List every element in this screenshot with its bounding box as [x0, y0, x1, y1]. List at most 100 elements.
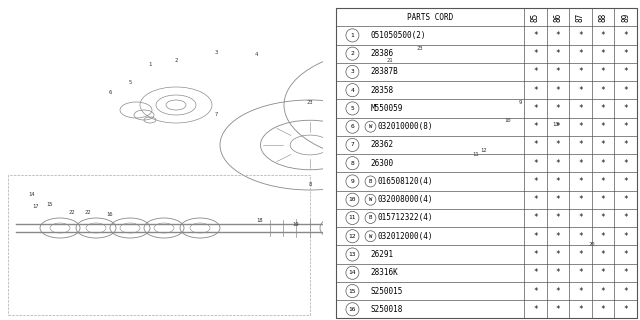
Text: 11: 11 — [349, 215, 356, 220]
Text: PARTS CORD: PARTS CORD — [407, 12, 453, 22]
Text: 17: 17 — [33, 204, 39, 210]
Polygon shape — [510, 140, 556, 172]
Text: *: * — [556, 195, 560, 204]
Text: 16: 16 — [107, 212, 113, 217]
Text: 032012000(4): 032012000(4) — [378, 232, 433, 241]
Text: *: * — [556, 286, 560, 295]
Text: *: * — [601, 195, 605, 204]
Text: *: * — [623, 68, 628, 76]
Text: S250018: S250018 — [371, 305, 403, 314]
Text: *: * — [623, 195, 628, 204]
Text: 015712322(4): 015712322(4) — [378, 213, 433, 222]
Text: B: B — [369, 179, 372, 184]
Text: 3: 3 — [214, 50, 218, 54]
Text: 6: 6 — [108, 90, 111, 94]
Text: *: * — [578, 213, 582, 222]
Text: *: * — [578, 268, 582, 277]
Text: 88: 88 — [598, 12, 607, 22]
Text: 87: 87 — [576, 12, 585, 22]
Text: *: * — [623, 122, 628, 131]
Text: 23: 23 — [417, 45, 423, 51]
Text: *: * — [601, 104, 605, 113]
Text: 15: 15 — [47, 203, 53, 207]
Text: *: * — [601, 305, 605, 314]
Text: 2: 2 — [351, 51, 355, 56]
Text: *: * — [533, 122, 538, 131]
Text: *: * — [578, 140, 582, 149]
Text: *: * — [623, 268, 628, 277]
Text: 86: 86 — [554, 12, 563, 22]
Text: 15: 15 — [349, 289, 356, 293]
Text: *: * — [601, 213, 605, 222]
Text: *: * — [601, 122, 605, 131]
Text: *: * — [601, 250, 605, 259]
Text: *: * — [623, 305, 628, 314]
Text: *: * — [623, 49, 628, 58]
Text: *: * — [623, 140, 628, 149]
Text: *: * — [601, 86, 605, 95]
Text: *: * — [556, 140, 560, 149]
Text: 016508120(4): 016508120(4) — [378, 177, 433, 186]
Text: *: * — [578, 195, 582, 204]
Text: *: * — [556, 31, 560, 40]
Text: 21: 21 — [387, 58, 393, 62]
Text: *: * — [578, 232, 582, 241]
Text: *: * — [578, 286, 582, 295]
Text: *: * — [623, 250, 628, 259]
Text: *: * — [556, 104, 560, 113]
Text: 5: 5 — [129, 79, 132, 84]
Text: 13: 13 — [349, 252, 356, 257]
Text: *: * — [533, 213, 538, 222]
Text: *: * — [533, 286, 538, 295]
Text: *: * — [601, 232, 605, 241]
Text: *: * — [556, 86, 560, 95]
Text: W: W — [369, 234, 372, 239]
Text: 1: 1 — [148, 62, 152, 68]
Text: *: * — [533, 140, 538, 149]
Text: *: * — [623, 104, 628, 113]
Text: B: B — [369, 215, 372, 220]
Text: 19: 19 — [292, 222, 300, 228]
Text: *: * — [556, 159, 560, 168]
Text: 28358: 28358 — [371, 86, 394, 95]
Text: *: * — [623, 232, 628, 241]
Text: *: * — [533, 250, 538, 259]
Text: *: * — [533, 305, 538, 314]
Text: *: * — [578, 104, 582, 113]
Text: *: * — [533, 49, 538, 58]
Text: *: * — [533, 268, 538, 277]
Text: 7: 7 — [214, 113, 218, 117]
Text: *: * — [578, 68, 582, 76]
Text: *: * — [578, 122, 582, 131]
Text: 10: 10 — [349, 197, 356, 202]
Text: M550059: M550059 — [371, 104, 403, 113]
Text: S250015: S250015 — [371, 286, 403, 295]
Text: *: * — [601, 286, 605, 295]
Text: 12: 12 — [481, 148, 487, 153]
Text: 23: 23 — [307, 100, 313, 105]
Text: 28362: 28362 — [371, 140, 394, 149]
Text: 14: 14 — [29, 193, 35, 197]
Text: *: * — [578, 177, 582, 186]
Text: W: W — [369, 124, 372, 129]
Text: 18: 18 — [257, 218, 263, 222]
Text: *: * — [623, 86, 628, 95]
Text: 3: 3 — [351, 69, 355, 75]
Text: 5: 5 — [351, 106, 355, 111]
Text: *: * — [556, 177, 560, 186]
Text: 2: 2 — [174, 58, 178, 62]
Text: *: * — [533, 232, 538, 241]
Text: *: * — [601, 177, 605, 186]
Text: *: * — [578, 159, 582, 168]
Text: 9: 9 — [351, 179, 355, 184]
Text: 28387B: 28387B — [371, 68, 398, 76]
Text: 032008000(4): 032008000(4) — [378, 195, 433, 204]
Text: *: * — [556, 49, 560, 58]
Text: 4: 4 — [351, 88, 355, 93]
Text: *: * — [533, 177, 538, 186]
Text: *: * — [623, 213, 628, 222]
Text: *: * — [578, 49, 582, 58]
Text: *: * — [533, 68, 538, 76]
Text: *: * — [533, 31, 538, 40]
Text: *: * — [556, 268, 560, 277]
